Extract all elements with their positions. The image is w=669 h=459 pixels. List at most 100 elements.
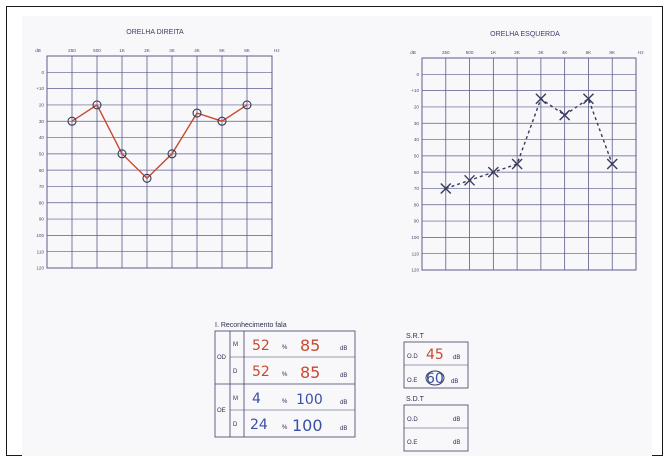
srt-row-label: O.D: [407, 354, 418, 360]
srt-title: S.R.T: [406, 333, 425, 340]
y-tick-label: 50: [414, 153, 420, 158]
data-point-x-stroke: [487, 166, 499, 178]
handwritten-level: 4: [252, 391, 261, 407]
series-line: [445, 97, 613, 190]
data-point-x-stroke: [440, 182, 452, 194]
percent-symbol: %: [282, 399, 288, 405]
x-tick-label: 3K: [538, 50, 545, 55]
y-axis-label: dB: [410, 50, 416, 55]
ear-label-od: OD: [217, 355, 227, 361]
data-point-circle: [167, 149, 177, 159]
row-type-label: M: [233, 342, 238, 348]
data-point-x-stroke: [606, 158, 618, 170]
data-point-x: [559, 109, 571, 121]
x-tick-label: 2K: [144, 48, 151, 53]
sdt-unit: dB: [453, 417, 460, 423]
y-tick-label: 30: [39, 119, 45, 124]
data-point-circle: [242, 100, 252, 110]
y-tick-label: 60: [39, 168, 45, 173]
x-tick-label: 500: [466, 50, 474, 55]
y-tick-label: 120: [36, 266, 44, 271]
y-tick-label: 40: [414, 137, 420, 142]
x-axis-unit: Hz: [274, 48, 280, 53]
y-tick-label: 120: [411, 268, 419, 273]
data-point-x: [582, 93, 594, 105]
x-tick-label: 250: [442, 50, 450, 55]
y-tick-label: 80: [39, 200, 45, 205]
data-point-x-stroke: [535, 93, 547, 105]
y-tick-label: 90: [39, 217, 45, 222]
srt-row-label: O.E: [407, 378, 417, 384]
unit-label: dB: [340, 373, 347, 379]
srt-table: S.R.T O.D 45 dB O.E 60 dB: [403, 333, 469, 389]
scanned-form-background: [22, 16, 652, 456]
row-type-label: D: [233, 369, 238, 375]
percent-symbol: %: [282, 345, 288, 351]
data-point-circle: [217, 116, 227, 126]
speech-recognition-table: I. Reconhecimento fala OD OE M D M D 52 …: [214, 322, 356, 438]
srt-oe-circle: [425, 370, 445, 386]
sdt-row-label: O.D: [407, 417, 418, 423]
x-tick-label: 4K: [562, 50, 569, 55]
x-tick-label: 4K: [194, 48, 201, 53]
y-tick-label: +10: [36, 86, 44, 91]
y-tick-label: 20: [414, 105, 420, 110]
chart-title: ORELHA DIREITA: [126, 29, 184, 36]
unit-label: dB: [340, 400, 347, 406]
series-line: [71, 103, 248, 180]
percent-symbol: %: [282, 372, 288, 378]
data-point-circle: [142, 173, 152, 183]
data-point-x: [487, 166, 499, 178]
handwritten-score: 100: [296, 392, 323, 408]
x-tick-label: 1K: [491, 50, 498, 55]
y-tick-label: 110: [37, 249, 45, 254]
sdt-title: S.D.T: [406, 396, 425, 403]
unit-label: dB: [340, 426, 347, 432]
handwritten-level: 52: [252, 338, 270, 354]
y-tick-label: 80: [414, 202, 420, 207]
y-tick-label: 60: [414, 170, 420, 175]
y-tick-label: 30: [414, 121, 420, 126]
y-tick-label: 110: [412, 251, 420, 256]
chart-title: ORELHA ESQUERDA: [490, 31, 560, 38]
speech-table-title: I. Reconhecimento fala: [215, 322, 287, 329]
plot-border: [46, 55, 273, 269]
y-tick-label: 90: [414, 219, 420, 224]
handwritten-level: 24: [250, 417, 268, 433]
ear-label-oe: OE: [217, 408, 226, 414]
handwritten-level: 52: [252, 364, 270, 380]
row-type-label: M: [233, 396, 238, 402]
data-point-x: [535, 93, 547, 105]
y-tick-label: +10: [411, 88, 419, 93]
data-point-circle: [67, 116, 77, 126]
right-ear-audiogram: ORELHA DIREITA dB Hz 250 500 1K 2K 3K 4K 6K 8K 0 +10…: [35, 29, 280, 271]
x-tick-label: 500: [93, 48, 101, 53]
left-ear-audiogram: ORELHA ESQUERDA dB Hz 250 500 1K 2K 3K 4K 6K 8K 0 +1…: [410, 31, 644, 273]
percent-symbol: %: [282, 425, 288, 431]
x-tick-label: 6K: [219, 48, 226, 53]
data-point-x-stroke: [511, 158, 523, 170]
data-point-x-stroke: [559, 109, 571, 121]
data-point-circle: [117, 149, 127, 159]
data-point-x: [440, 182, 452, 194]
unit-label: dB: [340, 346, 347, 352]
data-point-circle: [92, 100, 102, 110]
data-point-x-stroke: [582, 93, 594, 105]
data-point-x: [464, 174, 476, 186]
y-tick-label: 70: [39, 184, 45, 189]
y-tick-label: 50: [39, 151, 45, 156]
plot-border: [421, 57, 637, 271]
x-tick-label: 3K: [169, 48, 176, 53]
y-tick-label: 20: [39, 103, 45, 108]
y-tick-label: 0: [416, 72, 419, 77]
y-tick-label: 0: [41, 70, 44, 75]
x-tick-label: 6K: [586, 50, 593, 55]
sdt-unit: dB: [453, 440, 460, 446]
handwritten-score: 85: [300, 336, 320, 355]
data-point-x: [511, 158, 523, 170]
y-tick-label: 100: [411, 235, 419, 240]
srt-unit: dB: [451, 379, 458, 385]
x-tick-label: 8K: [609, 50, 616, 55]
